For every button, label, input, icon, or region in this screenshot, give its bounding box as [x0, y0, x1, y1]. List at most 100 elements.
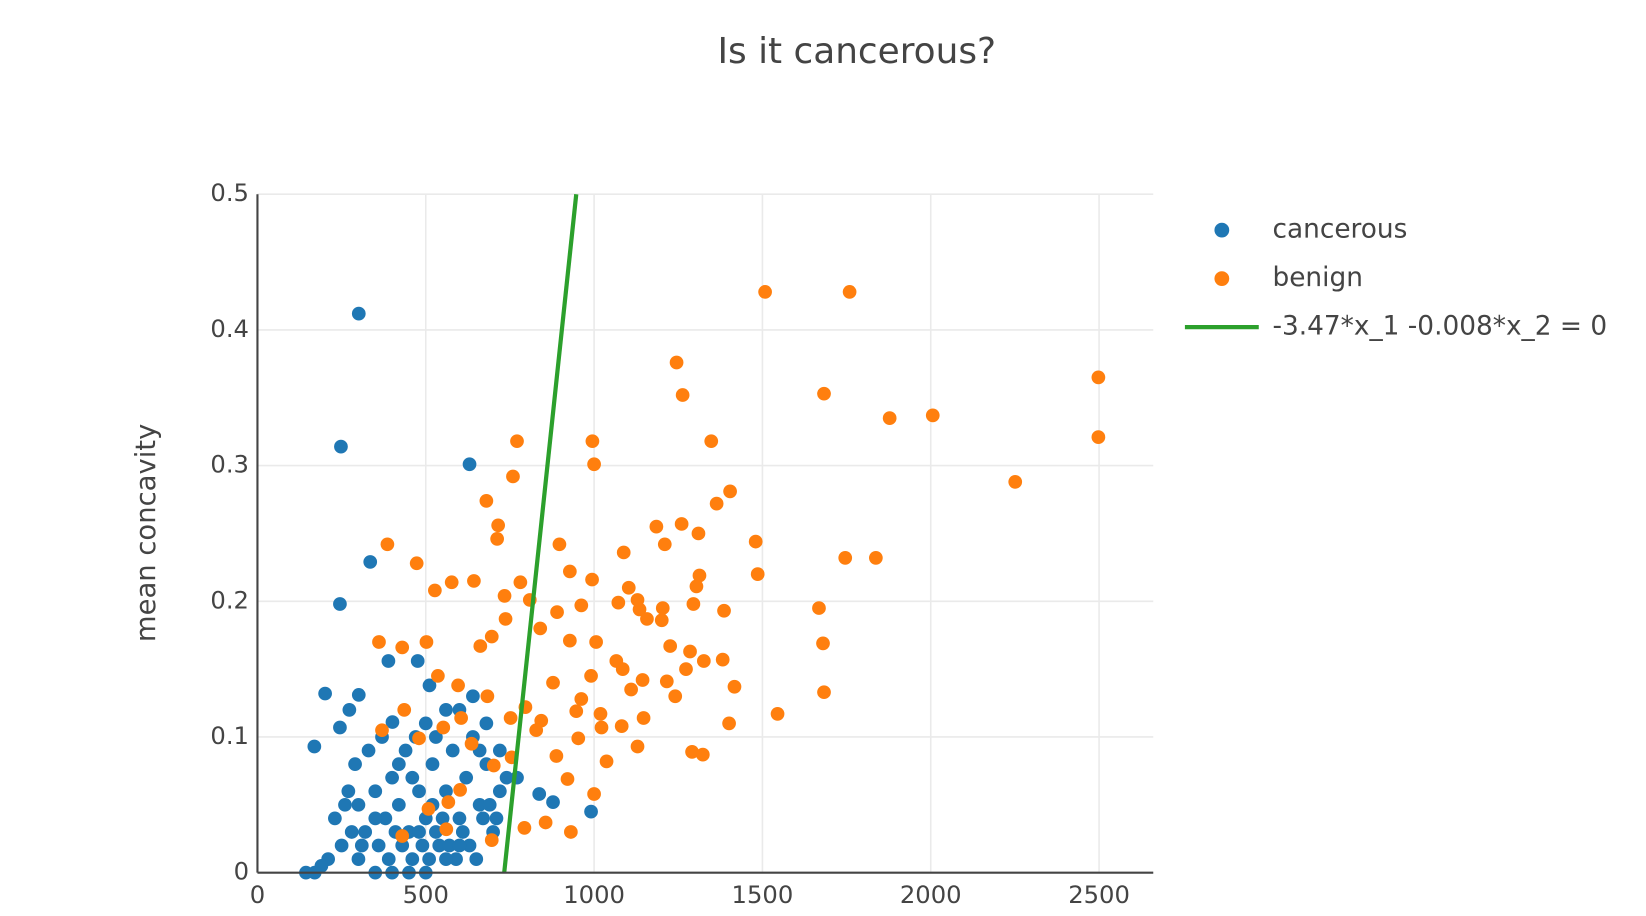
data-point: [594, 720, 609, 735]
data-point: [361, 743, 376, 758]
plot-area: [299, 193, 1106, 880]
data-point: [409, 556, 424, 571]
data-point: [584, 669, 598, 683]
data-point: [342, 702, 357, 717]
data-point: [381, 654, 396, 668]
data-point: [640, 612, 654, 626]
data-point: [538, 815, 553, 830]
data-point: [449, 852, 463, 866]
data-point: [454, 711, 468, 725]
data-point: [599, 754, 614, 769]
data-point: [715, 652, 730, 667]
x-tick-label: 1500: [732, 880, 794, 909]
data-point: [513, 575, 528, 590]
data-point: [562, 564, 577, 579]
data-point: [405, 770, 420, 785]
data-point: [842, 285, 857, 299]
data-point: [378, 811, 393, 826]
data-point: [533, 621, 548, 636]
data-point: [469, 852, 484, 866]
chart-title: Is it cancerous?: [717, 31, 996, 72]
data-point: [338, 797, 352, 812]
data-point: [585, 434, 600, 449]
y-tick-label: 0.5: [210, 178, 249, 207]
y-tick-label: 0.1: [210, 721, 249, 750]
data-point: [372, 635, 386, 649]
data-point: [422, 678, 437, 693]
data-point: [412, 825, 426, 839]
data-point: [395, 640, 410, 655]
data-point: [368, 784, 383, 799]
x-tick-label: 0: [250, 880, 265, 909]
data-point: [517, 821, 532, 835]
data-point: [616, 545, 631, 560]
data-point: [422, 852, 436, 866]
data-point: [585, 572, 599, 587]
data-point: [334, 838, 349, 853]
data-point: [479, 494, 494, 508]
data-point: [439, 822, 454, 837]
data-point: [451, 678, 465, 693]
data-point: [459, 770, 474, 785]
data-point: [452, 838, 467, 853]
data-point: [817, 386, 831, 401]
data-point: [307, 739, 322, 754]
data-point: [381, 852, 396, 866]
data-point: [611, 595, 626, 610]
data-point: [683, 644, 697, 659]
data-point: [385, 715, 400, 729]
data-point: [679, 662, 693, 676]
data-point: [817, 685, 831, 700]
data-point: [415, 838, 430, 853]
data-point: [473, 639, 488, 653]
data-point: [333, 720, 347, 735]
data-point: [479, 716, 494, 731]
data-point: [571, 731, 586, 746]
data-point: [621, 580, 636, 595]
data-point: [882, 411, 897, 425]
data-point: [380, 537, 395, 552]
data-point: [816, 636, 830, 651]
data-point: [869, 551, 883, 565]
data-point: [333, 597, 347, 611]
data-point: [562, 633, 577, 648]
data-point: [385, 770, 399, 785]
legend: cancerous benign -3.47*x_1 -0.008*x_2 = 0: [1184, 215, 1607, 342]
data-point: [428, 583, 442, 598]
data-point: [395, 838, 410, 853]
y-tick-label: 0.3: [210, 450, 249, 479]
data-point: [584, 804, 598, 819]
y-tick-label: 0.4: [210, 314, 249, 343]
data-point: [655, 601, 670, 615]
data-point: [334, 439, 348, 454]
data-point: [758, 285, 772, 299]
data-point: [722, 716, 736, 731]
data-point: [318, 686, 332, 701]
data-point: [614, 719, 629, 733]
data-point: [506, 469, 520, 484]
data-point: [351, 306, 366, 321]
data-point: [412, 784, 426, 799]
x-tick-label: 2000: [900, 880, 962, 909]
data-point: [723, 484, 737, 499]
data-point: [490, 532, 504, 546]
data-point: [482, 797, 497, 812]
data-point: [391, 757, 406, 771]
data-point: [368, 811, 383, 826]
data-point: [491, 518, 506, 533]
data-point: [412, 731, 426, 746]
data-point: [709, 496, 724, 511]
data-point: [421, 802, 436, 816]
data-point: [441, 795, 456, 809]
data-point: [497, 589, 512, 603]
data-point: [663, 639, 678, 653]
data-point: [510, 434, 524, 449]
x-tick-label: 1000: [563, 880, 625, 909]
data-point: [668, 689, 683, 704]
data-point: [499, 770, 514, 785]
data-point: [692, 568, 707, 583]
data-point: [674, 517, 689, 531]
data-point: [472, 797, 487, 812]
legend-label: cancerous: [1272, 215, 1407, 245]
data-point: [348, 757, 362, 771]
